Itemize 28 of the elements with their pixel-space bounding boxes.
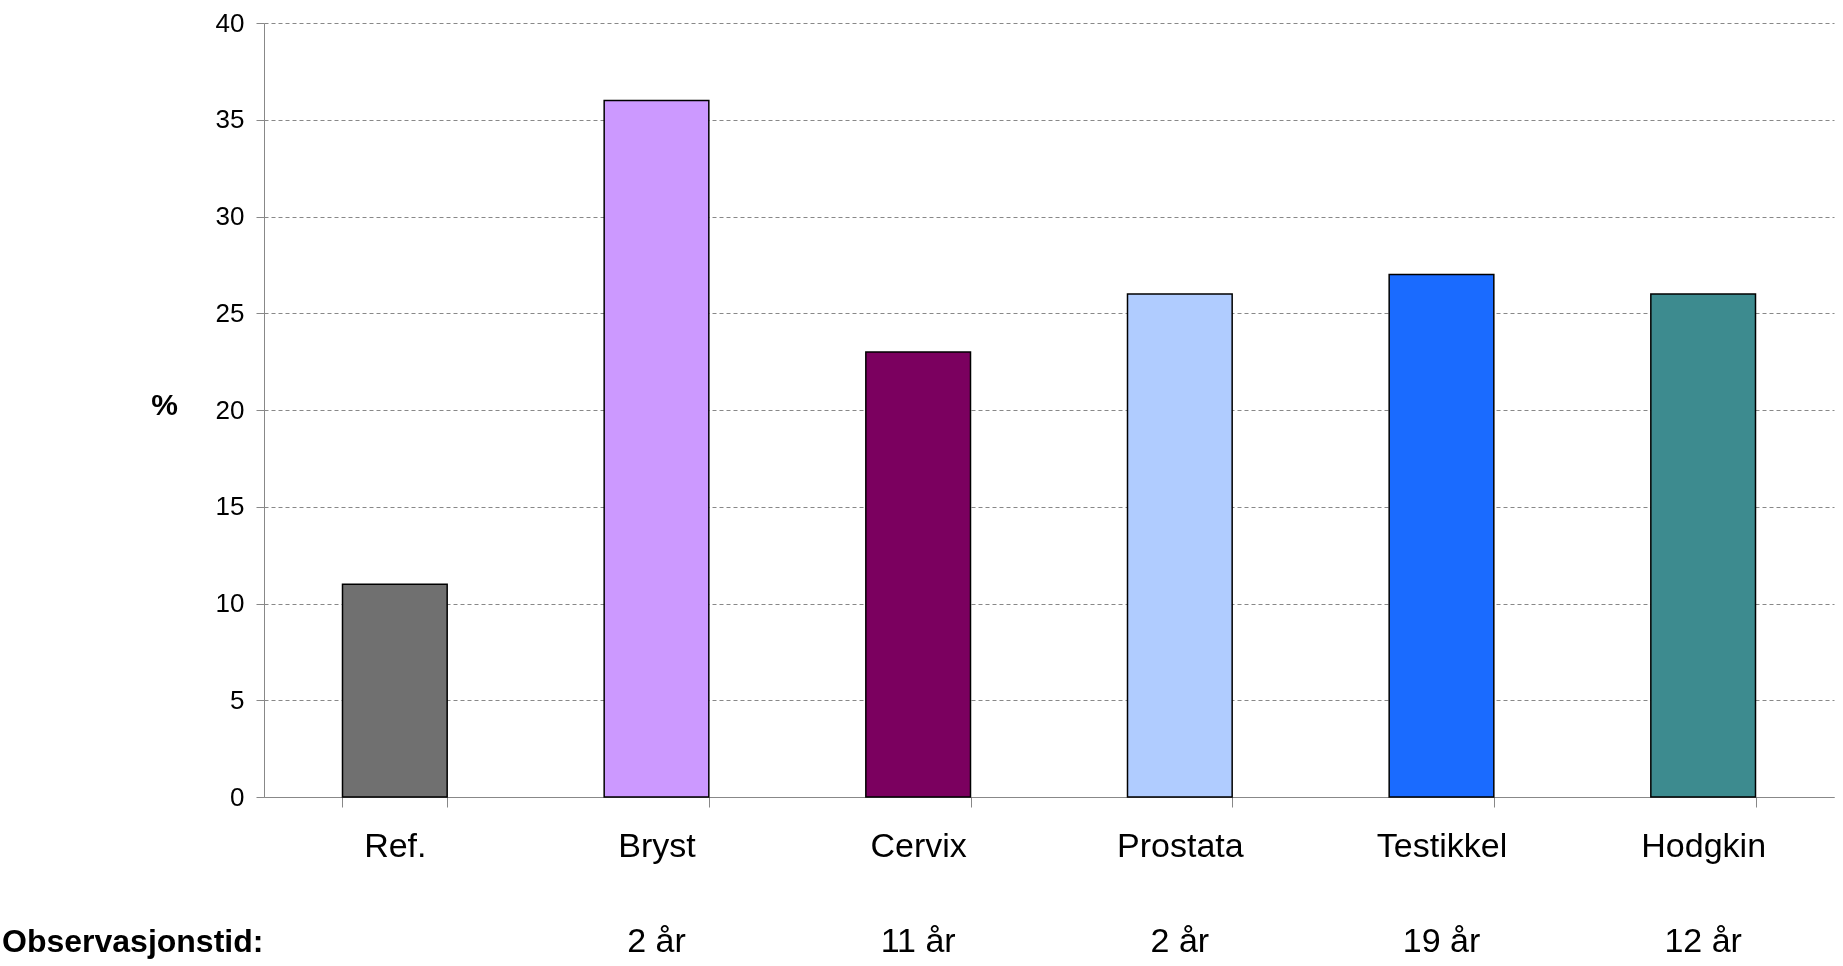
text: 2 år [627,921,686,959]
x-tick-label: Bryst [618,825,697,864]
y-tick-label: 30 [215,201,245,231]
y-tick-label: 35 [215,104,245,135]
y-tick-label: 40 [215,7,245,38]
bar [1650,293,1757,798]
y-tick-label: 25 [215,297,245,328]
y-tick-label: 5 [230,684,245,715]
x-tick-label: Cervix [870,825,967,864]
text: Observasjonstid: [2,923,264,959]
bar [603,99,710,798]
y-tick-label: 20 [215,394,245,425]
x-tick-label: Hodgkin [1641,825,1767,864]
bar [1388,273,1495,798]
y-tick-label: 15 [215,491,245,522]
text: 12 år [1664,921,1742,959]
y-tick-label: 0 [230,781,245,812]
bar [1126,293,1233,798]
bar [341,583,448,798]
bar [865,351,972,798]
y-tick-label: 10 [215,588,245,618]
text: 19 år [1402,921,1481,959]
text: 2 år [1150,921,1210,959]
x-tick-label: Ref. [364,825,427,864]
x-tick-label: Testikkel [1376,825,1508,864]
text: 11 år [880,921,956,959]
y-axis-title: % [151,387,178,421]
x-tick-label: Prostata [1117,825,1244,864]
